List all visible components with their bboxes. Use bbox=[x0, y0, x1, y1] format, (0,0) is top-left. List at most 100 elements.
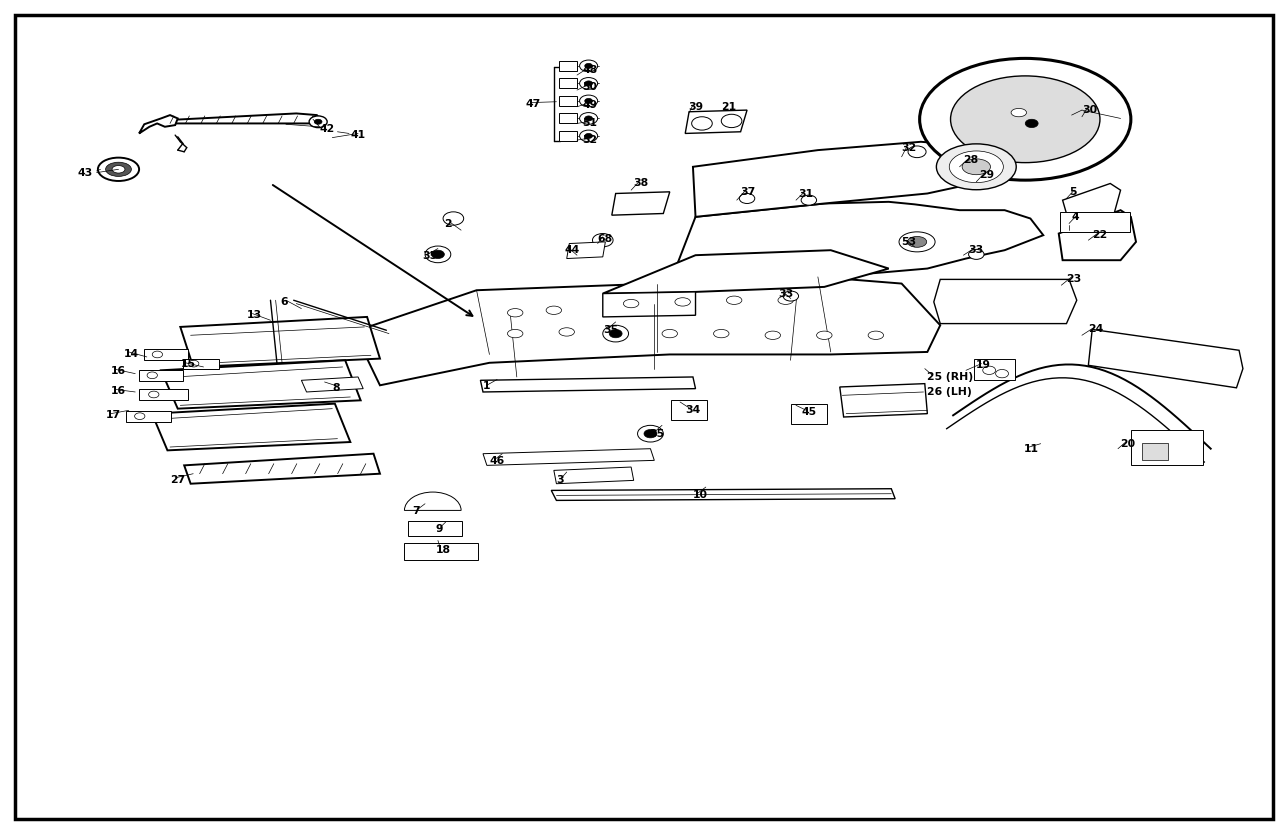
Ellipse shape bbox=[714, 329, 729, 338]
FancyBboxPatch shape bbox=[404, 543, 478, 560]
Text: 46: 46 bbox=[489, 456, 505, 466]
Circle shape bbox=[783, 291, 799, 301]
Text: 10: 10 bbox=[693, 490, 708, 500]
Polygon shape bbox=[126, 411, 171, 422]
Polygon shape bbox=[685, 110, 747, 133]
Text: 33: 33 bbox=[778, 289, 793, 299]
Text: 21: 21 bbox=[721, 102, 737, 112]
Circle shape bbox=[580, 78, 598, 89]
Text: 48: 48 bbox=[582, 65, 598, 75]
Polygon shape bbox=[144, 349, 188, 360]
Circle shape bbox=[585, 116, 592, 121]
Text: 39: 39 bbox=[688, 102, 703, 112]
FancyBboxPatch shape bbox=[1131, 430, 1203, 465]
Text: 15: 15 bbox=[180, 359, 196, 369]
Ellipse shape bbox=[98, 158, 139, 181]
Ellipse shape bbox=[623, 299, 639, 308]
Ellipse shape bbox=[106, 162, 131, 177]
Ellipse shape bbox=[899, 232, 935, 252]
Circle shape bbox=[958, 157, 974, 167]
Ellipse shape bbox=[112, 165, 125, 173]
Ellipse shape bbox=[817, 331, 832, 339]
Circle shape bbox=[314, 119, 322, 124]
Text: 4: 4 bbox=[1072, 212, 1079, 222]
Text: 8: 8 bbox=[332, 383, 340, 393]
Circle shape bbox=[309, 116, 327, 128]
FancyBboxPatch shape bbox=[559, 131, 577, 141]
Ellipse shape bbox=[765, 331, 781, 339]
Ellipse shape bbox=[726, 296, 742, 304]
Ellipse shape bbox=[611, 329, 626, 338]
Ellipse shape bbox=[1011, 108, 1027, 117]
Ellipse shape bbox=[962, 158, 990, 175]
Circle shape bbox=[592, 234, 613, 247]
Text: 45: 45 bbox=[801, 407, 817, 417]
Circle shape bbox=[580, 130, 598, 142]
Polygon shape bbox=[301, 377, 363, 392]
Text: 3: 3 bbox=[556, 475, 564, 485]
Text: 35: 35 bbox=[603, 325, 618, 335]
Circle shape bbox=[152, 351, 162, 358]
Polygon shape bbox=[139, 370, 183, 381]
Text: 18: 18 bbox=[435, 545, 451, 555]
Ellipse shape bbox=[559, 328, 574, 336]
Polygon shape bbox=[161, 360, 361, 409]
Text: 47: 47 bbox=[526, 99, 541, 109]
Text: 30: 30 bbox=[1082, 105, 1097, 115]
Circle shape bbox=[580, 95, 598, 107]
FancyBboxPatch shape bbox=[1060, 212, 1130, 232]
Text: 20: 20 bbox=[1121, 439, 1136, 449]
Text: 52: 52 bbox=[582, 135, 598, 145]
Text: 44: 44 bbox=[564, 245, 580, 255]
Text: 37: 37 bbox=[741, 187, 756, 197]
Text: 50: 50 bbox=[582, 82, 598, 92]
FancyBboxPatch shape bbox=[559, 78, 577, 88]
Text: 14: 14 bbox=[124, 349, 139, 359]
FancyBboxPatch shape bbox=[408, 521, 462, 536]
Circle shape bbox=[609, 329, 622, 338]
Text: 7: 7 bbox=[412, 506, 420, 516]
Text: 31: 31 bbox=[799, 189, 814, 199]
Circle shape bbox=[585, 81, 592, 86]
Text: 32: 32 bbox=[902, 143, 917, 153]
Circle shape bbox=[147, 372, 157, 379]
Circle shape bbox=[721, 114, 742, 128]
Polygon shape bbox=[180, 317, 380, 367]
Polygon shape bbox=[551, 489, 895, 500]
Text: 16: 16 bbox=[111, 366, 126, 376]
Text: 41: 41 bbox=[350, 130, 366, 140]
Circle shape bbox=[983, 366, 996, 374]
Ellipse shape bbox=[662, 329, 677, 338]
Ellipse shape bbox=[507, 309, 523, 317]
Text: 33: 33 bbox=[969, 245, 984, 255]
Text: 28: 28 bbox=[963, 155, 979, 165]
Ellipse shape bbox=[868, 331, 884, 339]
Polygon shape bbox=[165, 113, 319, 123]
Text: 68: 68 bbox=[598, 234, 613, 244]
Polygon shape bbox=[480, 377, 696, 392]
Polygon shape bbox=[483, 449, 654, 465]
Polygon shape bbox=[612, 192, 670, 215]
Text: 19: 19 bbox=[976, 360, 992, 370]
FancyBboxPatch shape bbox=[791, 404, 827, 424]
Circle shape bbox=[692, 117, 712, 130]
Text: 43: 43 bbox=[77, 168, 93, 178]
Text: 23: 23 bbox=[1066, 274, 1082, 284]
Polygon shape bbox=[840, 384, 927, 417]
Polygon shape bbox=[1063, 183, 1121, 214]
Text: 6: 6 bbox=[281, 297, 289, 307]
Ellipse shape bbox=[949, 151, 1003, 183]
Text: 29: 29 bbox=[979, 170, 994, 180]
FancyBboxPatch shape bbox=[559, 96, 577, 106]
Ellipse shape bbox=[546, 306, 562, 314]
Text: 27: 27 bbox=[170, 475, 185, 485]
FancyBboxPatch shape bbox=[671, 400, 707, 420]
Text: 25 (RH): 25 (RH) bbox=[927, 372, 974, 382]
Ellipse shape bbox=[920, 58, 1131, 180]
Text: 51: 51 bbox=[582, 118, 598, 128]
Text: 17: 17 bbox=[106, 410, 121, 420]
FancyBboxPatch shape bbox=[559, 113, 577, 123]
Polygon shape bbox=[152, 404, 350, 450]
Circle shape bbox=[585, 63, 592, 68]
Circle shape bbox=[425, 246, 451, 263]
